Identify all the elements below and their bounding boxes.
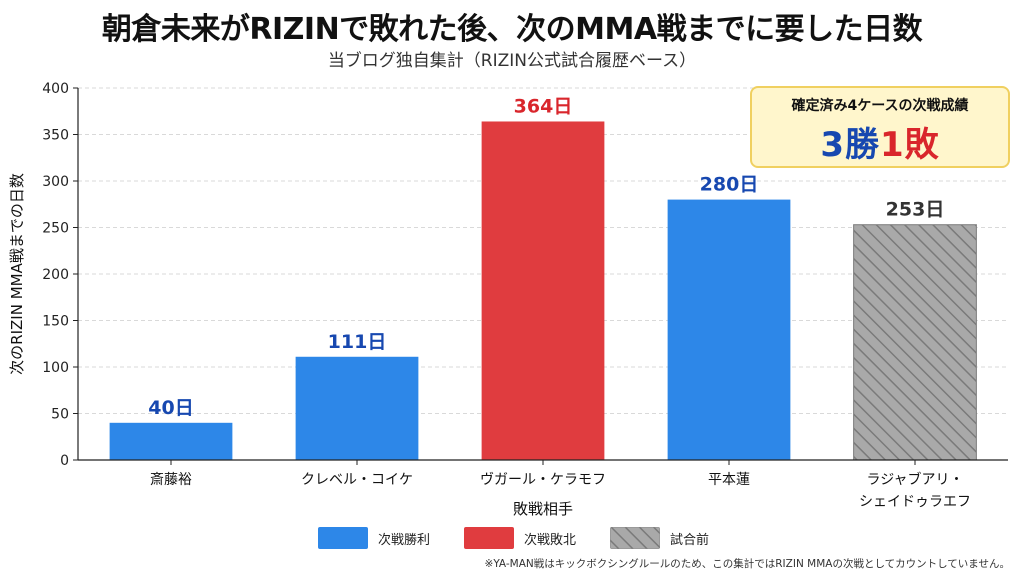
y-tick-label: 300: [42, 174, 69, 190]
y-tick-label: 100: [42, 360, 69, 376]
y-tick-label: 50: [51, 407, 69, 423]
chart-subtitle: 当ブログ独自集計（RIZIN公式試合履歴ベース）: [327, 51, 697, 71]
losses-count: 1: [880, 125, 905, 165]
y-tick-label: 0: [60, 453, 69, 469]
legend-label-loss: 次戦敗北: [524, 532, 577, 548]
y-tick-label: 400: [42, 81, 69, 97]
legend-item-pending: 試合前: [610, 527, 709, 549]
bar-chart: 0 50 100 150 200 250 300 350 400 40日 111日 364日 280日…: [8, 81, 1008, 518]
x-category-label: クレベル・コイケ: [301, 472, 413, 488]
bar-win: [109, 422, 233, 460]
record-summary-box: 確定済み4ケースの次戦成績 3勝1敗: [750, 86, 1010, 168]
bar-value-label: 280日: [700, 174, 759, 196]
bar-loss: [481, 121, 605, 460]
wins-count: 3: [820, 125, 845, 165]
x-category-label: 斎藤裕: [150, 471, 192, 488]
data-labels: 40日 111日 364日 280日 253日: [148, 95, 944, 418]
y-tick-label: 150: [42, 314, 69, 330]
y-tick-label: 350: [42, 128, 69, 144]
y-tick-label: 200: [42, 267, 69, 283]
record-summary-title: 確定済み4ケースの次戦成績: [791, 98, 969, 114]
bar-win: [295, 356, 419, 460]
legend-label-pending: 試合前: [670, 532, 710, 548]
y-axis-ticks: 0 50 100 150 200 250 300 350 400: [42, 81, 78, 469]
bar-value-label: 40日: [148, 397, 193, 419]
y-axis-title: 次のRIZIN MMA戦までの日数: [8, 173, 26, 375]
bar-pending: [853, 224, 977, 461]
legend-swatch-loss: [464, 527, 515, 549]
chart-title: 朝倉未来がRIZINで敗れた後、次のMMA戦までに要した日数: [101, 12, 923, 47]
y-tick-label: 250: [42, 221, 69, 237]
bar-value-label: 253日: [886, 199, 945, 221]
legend-swatch-pending: [610, 527, 661, 549]
losses-unit: 敗: [904, 125, 940, 165]
bars: [109, 121, 977, 461]
x-axis-categories: 斎藤裕 クレベル・コイケ ヴガール・ケラモフ 平本蓮 ラジャブアリ・シェイドゥラエフ: [150, 460, 971, 510]
footnote: ※YA-MAN戦はキックボクシングルールのため、この集計ではRIZIN MMAの…: [484, 558, 1010, 570]
x-axis-title: 敗戦相手: [513, 500, 573, 518]
legend: 次戦勝利 次戦敗北 試合前: [318, 526, 743, 550]
x-category-label: ラジャブアリ・: [866, 471, 963, 488]
legend-swatch-win: [318, 527, 368, 549]
bar-win: [667, 199, 791, 460]
x-category-label: 平本蓮: [708, 472, 750, 488]
record-summary-value: 3勝1敗: [752, 117, 1008, 166]
bar-value-label: 111日: [328, 331, 387, 353]
wins-unit: 勝: [845, 125, 880, 165]
legend-item-loss: 次戦敗北: [464, 527, 576, 549]
x-category-label: ヴガール・ケラモフ: [480, 471, 606, 488]
legend-item-win: 次戦勝利: [318, 527, 430, 549]
legend-label-win: 次戦勝利: [378, 532, 431, 548]
bar-value-label: 364日: [514, 95, 573, 117]
x-category-label: シェイドゥラエフ: [859, 494, 971, 510]
